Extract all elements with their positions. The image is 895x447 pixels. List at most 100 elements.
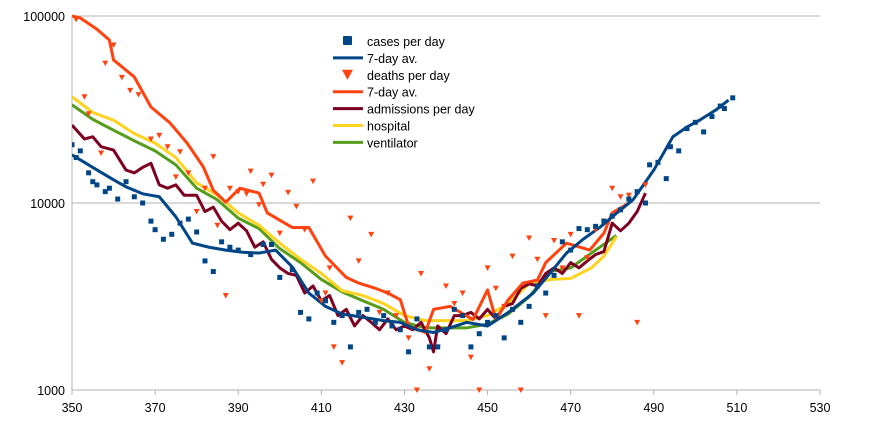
data-point-square [684,126,690,132]
data-point-triangle [384,290,391,297]
data-point-triangle [534,256,541,263]
data-point-triangle [310,178,317,185]
data-point-triangle [526,235,533,241]
data-point-square [634,189,640,195]
data-point-triangle [185,170,192,176]
data-point-triangle [584,255,591,261]
data-point-square [86,170,92,176]
data-point-square [626,196,632,202]
data-point-triangle [285,189,292,196]
data-point-square [543,290,549,296]
legend-label: 7-day av. [367,52,418,66]
x-tick-label: 450 [477,401,498,415]
data-point-triangle [73,16,80,23]
data-point-square [460,313,466,319]
x-tick-label: 510 [726,401,747,415]
data-point-triangle [247,168,254,175]
data-point-triangle [276,230,283,237]
data-point-square [647,162,653,168]
data-point-triangle [193,209,200,215]
x-tick-label: 430 [394,401,415,415]
legend-square-marker [343,36,352,45]
data-point-square [534,283,540,289]
data-point-triangle [222,293,229,299]
data-point-triangle [376,309,383,316]
data-point-square [152,227,158,233]
data-point-triangle [355,258,362,264]
x-tick-label: 410 [311,401,332,415]
legend-label: hospital [367,120,410,134]
data-point-square [435,344,441,350]
data-point-triangle [226,185,233,192]
data-point-triangle [575,313,582,319]
data-point-square [106,185,112,191]
data-point-triangle [172,174,179,180]
data-point-square [551,272,557,278]
data-point-square [219,239,225,245]
data-point-triangle [451,301,458,307]
data-point-triangle [201,185,208,192]
data-point-square [77,148,83,154]
data-point-square [185,216,191,222]
data-point-square [709,114,715,120]
plot-area [72,14,736,393]
data-point-triangle [339,360,346,366]
data-point-triangle [85,111,92,117]
data-point-triangle [559,265,566,271]
data-point-square [730,95,736,101]
data-point-triangle [260,181,267,188]
data-point-square [476,331,482,337]
data-point-triangle [177,149,184,155]
data-point-square [322,298,328,304]
data-point-square [268,241,274,247]
data-point-square [160,236,166,242]
data-point-triangle [509,253,516,260]
data-point-square [717,103,723,109]
data-point-triangle [642,182,649,188]
data-point-triangle [405,335,412,341]
data-point-square [667,144,673,150]
data-point-triangle [551,238,558,244]
data-point-square [576,226,582,232]
data-point-square [202,258,208,264]
data-point-square [414,316,420,322]
data-point-triangle [517,387,524,393]
data-point-triangle [501,303,508,310]
data-point-triangle [110,42,117,48]
data-point-square [248,252,254,258]
data-point-triangle [634,319,641,326]
data-point-square [559,239,565,245]
data-point-square [501,335,507,341]
data-point-triangle [156,132,163,139]
y-tick-label: 10000 [30,197,65,211]
data-point-square [94,182,100,188]
data-point-square [123,179,129,185]
data-point-square [72,142,75,148]
data-point-triangle [81,94,88,100]
data-point-square [364,306,370,312]
data-point-square [227,244,233,250]
x-tick-label: 350 [62,401,83,415]
data-point-square [609,213,615,219]
series-0 [72,95,736,355]
data-point-triangle [293,203,300,210]
data-point-square [493,313,499,319]
data-point-triangle [235,189,242,195]
data-point-square [289,267,295,273]
legend-label: ventilator [367,136,418,150]
data-point-triangle [256,202,262,208]
data-point-square [518,319,524,325]
x-tick-label: 370 [145,401,166,415]
data-point-triangle [102,60,109,67]
legend-label: cases per day [367,35,446,49]
data-point-triangle [347,215,354,222]
data-point-triangle [147,136,154,142]
data-point-triangle [492,285,499,292]
x-tick-label: 530 [810,401,831,415]
series-line [72,103,618,330]
data-point-triangle [368,231,375,238]
data-point-triangle [330,344,337,350]
series-5 [72,95,618,323]
series-line [72,98,730,334]
